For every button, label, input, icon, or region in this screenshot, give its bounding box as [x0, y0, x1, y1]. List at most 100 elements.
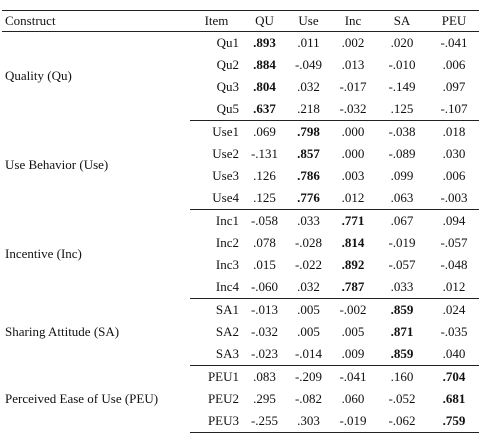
loading-sa: -.010	[388, 57, 416, 72]
loading-sa: .099	[390, 168, 414, 183]
loading-qu: .125	[243, 187, 286, 210]
header-qu: QU	[243, 10, 286, 32]
loading-inc: .003	[341, 168, 365, 183]
loading-qu: .015	[253, 257, 276, 272]
loading-inc: -.032	[331, 98, 375, 121]
loading-sa: .859	[375, 343, 429, 366]
loading-peu: -.107	[429, 98, 479, 121]
loading-sa: .063	[375, 187, 429, 210]
item-label: Use1	[212, 124, 239, 139]
loading-use: .032	[286, 276, 331, 299]
item-label: PEU2	[207, 391, 239, 406]
table-row: Sharing Attitude (SA) SA1 -.013 .005 -.002 .8…	[2, 299, 479, 339]
loading-qu: .884	[253, 57, 276, 72]
loading-qu: -.060	[243, 276, 286, 299]
loading-sa: .871	[390, 324, 414, 339]
header-construct: Construct	[2, 10, 190, 32]
loading-sa: .033	[375, 276, 429, 299]
loading-peu: .024	[442, 302, 466, 317]
loading-qu: .295	[253, 391, 276, 406]
loading-use: .303	[286, 410, 331, 433]
loading-use: -.014	[286, 343, 331, 366]
loading-sa: -.038	[388, 124, 416, 139]
loading-peu: .681	[442, 391, 466, 406]
table-row: SA2 -.032 .005 .005 .871 -.035	[2, 321, 479, 343]
loading-peu: .759	[429, 410, 479, 433]
loading-use: -.049	[294, 57, 323, 72]
loading-peu: .006	[442, 168, 466, 183]
loading-inc: .787	[331, 276, 375, 299]
loading-inc: .000	[341, 124, 365, 139]
item-label: SA1	[215, 302, 239, 317]
loading-inc: -.017	[339, 79, 367, 94]
loading-use: .857	[297, 146, 320, 161]
loading-inc: .000	[341, 146, 365, 161]
item-label: SA2	[215, 324, 239, 339]
item-label: Use3	[212, 168, 239, 183]
item-label: PEU3	[190, 410, 243, 433]
loading-peu: .704	[442, 369, 466, 384]
header-inc: Inc	[331, 10, 375, 32]
loading-use: .005	[297, 324, 320, 339]
table-row: Use Behavior (Use) Use1 .069 .798 .000 -.038.…	[2, 121, 479, 172]
loading-sa: .160	[390, 369, 414, 384]
loading-table-container: Construct Item QU Use Inc SA PEU Quality…	[2, 10, 479, 433]
item-label: Qu1	[216, 35, 239, 50]
item-label: Qu2	[216, 57, 239, 72]
loading-inc: .012	[331, 187, 375, 210]
item-label: Inc4	[190, 276, 243, 299]
construct-label: Sharing Attitude (SA)	[5, 324, 120, 339]
loading-use: .011	[297, 35, 320, 50]
loading-qu: .078	[253, 235, 276, 250]
table-row: Inc2 .078 -.028 .814 -.019 -.057	[2, 232, 479, 254]
loading-use: .218	[286, 98, 331, 121]
header-item: Item	[190, 10, 243, 32]
table-row: Use3 .126 .786 .003 .099 .006	[2, 165, 479, 187]
item-label: Inc2	[215, 235, 239, 250]
loading-use: .786	[297, 168, 320, 183]
header-peu: PEU	[429, 10, 479, 32]
loading-peu: .012	[429, 276, 479, 299]
construct-label: Incentive (Inc)	[5, 246, 82, 261]
loading-peu: .097	[442, 79, 466, 94]
loading-inc: .009	[331, 343, 375, 366]
construct-label: Use Behavior (Use)	[5, 157, 109, 172]
loading-inc: .013	[341, 57, 365, 72]
loading-peu: -.035	[440, 324, 468, 339]
loading-peu: -.003	[429, 187, 479, 210]
loading-inc: .060	[341, 391, 365, 406]
loading-peu: .094	[442, 213, 466, 228]
loading-use: -.082	[294, 391, 323, 406]
construct-label: Quality (Qu)	[5, 68, 72, 84]
loading-peu: .040	[429, 343, 479, 366]
loading-qu: .083	[253, 369, 276, 384]
loading-inc: .814	[341, 235, 365, 250]
loading-inc: -.002	[339, 302, 367, 317]
construct-label: Perceived Ease of Use (PEU)	[5, 391, 159, 406]
loading-use: .032	[297, 79, 320, 94]
header-use: Use	[286, 10, 331, 32]
loading-qu: .069	[253, 124, 276, 139]
loading-peu: .030	[442, 146, 466, 161]
loading-peu: -.041	[440, 35, 468, 50]
header-row: Construct Item QU Use Inc SA PEU	[2, 10, 479, 32]
loading-sa: -.052	[388, 391, 416, 406]
table-row: Qu2 .884 -.049 .013 -.010 .006	[2, 54, 479, 76]
table-row: Inc3 .015 -.022 .892 -.057 -.048	[2, 254, 479, 276]
header-sa: SA	[375, 10, 429, 32]
loading-qu: -.255	[243, 410, 286, 433]
loading-inc: .002	[341, 35, 365, 50]
loading-sa: .859	[390, 302, 414, 317]
item-label: Use2	[212, 146, 239, 161]
item-label: Inc3	[215, 257, 239, 272]
loading-inc: .005	[341, 324, 365, 339]
loading-qu: -.131	[250, 146, 279, 161]
item-label: Qu5	[190, 98, 243, 121]
loading-sa: -.019	[388, 235, 416, 250]
table-row: Qu5.637.218 -.032.125 -.107	[2, 98, 479, 121]
loading-sa: .125	[375, 98, 429, 121]
loading-sa: .067	[390, 213, 414, 228]
table-row: Use2 -.131 .857 .000 -.089 .030	[2, 143, 479, 165]
item-label: Use4	[190, 187, 243, 210]
loading-sa: .020	[390, 35, 414, 50]
